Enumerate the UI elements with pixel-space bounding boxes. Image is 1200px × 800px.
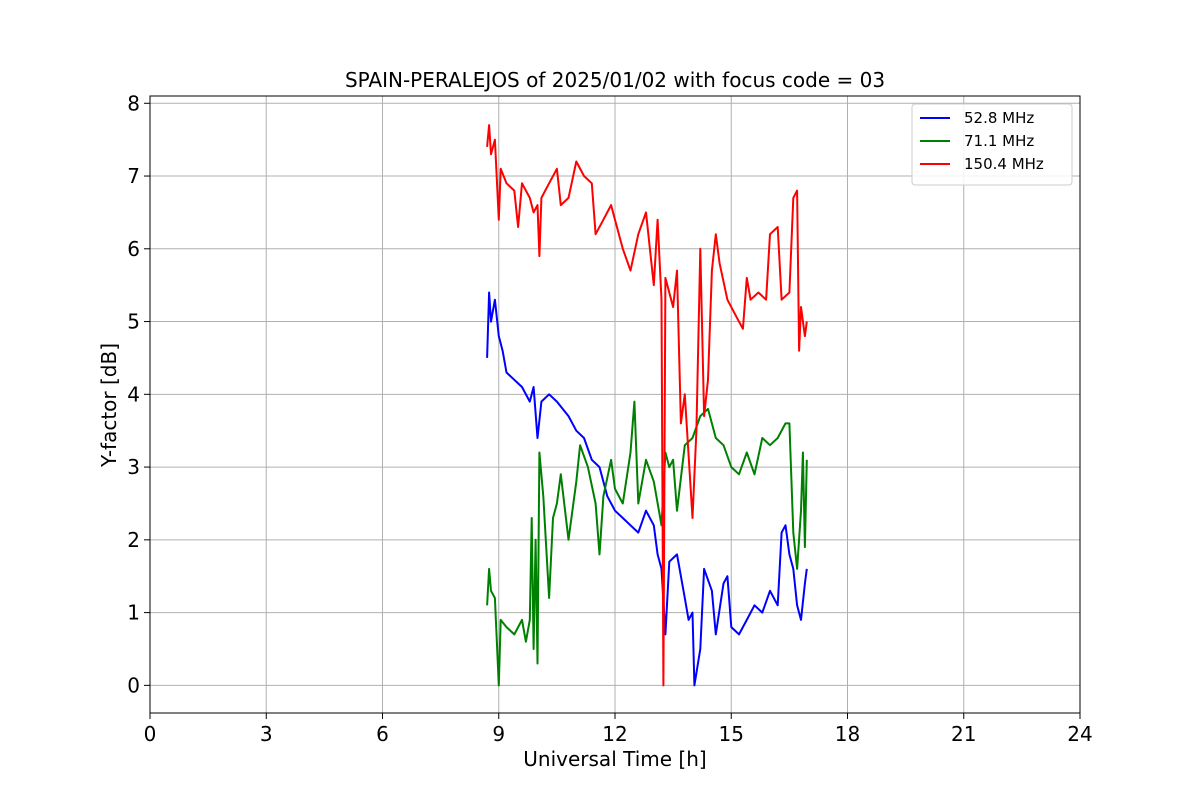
x-tick-label: 21 [951, 722, 976, 746]
x-tick-label: 6 [376, 722, 389, 746]
y-tick-label: 0 [127, 673, 140, 697]
x-tick-label: 15 [719, 722, 744, 746]
x-axis-label: Universal Time [h] [523, 747, 706, 771]
x-tick-label: 0 [144, 722, 157, 746]
legend-box [911, 103, 1073, 186]
x-tick-label: 12 [602, 722, 627, 746]
y-tick-label: 5 [127, 310, 140, 334]
y-tick-label: 6 [127, 237, 140, 261]
series-line-0 [486, 291, 808, 687]
chart-title: SPAIN-PERALEJOS of 2025/01/02 with focus… [345, 68, 885, 92]
y-tick-label: 1 [127, 601, 140, 625]
x-tick-label: 9 [492, 722, 505, 746]
series-line-2 [486, 124, 808, 687]
y-tick-label: 4 [127, 382, 140, 406]
legend-label-1: 71.1 MHz [964, 132, 1034, 150]
series-line-1 [486, 400, 808, 687]
legend-label-2: 150.4 MHz [964, 155, 1044, 173]
x-tick-label: 3 [260, 722, 273, 746]
y-tick-label: 8 [127, 91, 140, 115]
legend-label-0: 52.8 MHz [964, 109, 1034, 127]
plot-area [486, 124, 808, 687]
y-tick-label: 2 [127, 528, 140, 552]
x-tick-label: 24 [1067, 722, 1092, 746]
y-tick-label: 3 [127, 455, 140, 479]
legend: 52.8 MHz 71.1 MHz 150.4 MHz [911, 103, 1073, 186]
x-tick-label: 18 [835, 722, 860, 746]
y-axis-label: Y-factor [dB] [97, 343, 121, 468]
y-tick-label: 7 [127, 164, 140, 188]
